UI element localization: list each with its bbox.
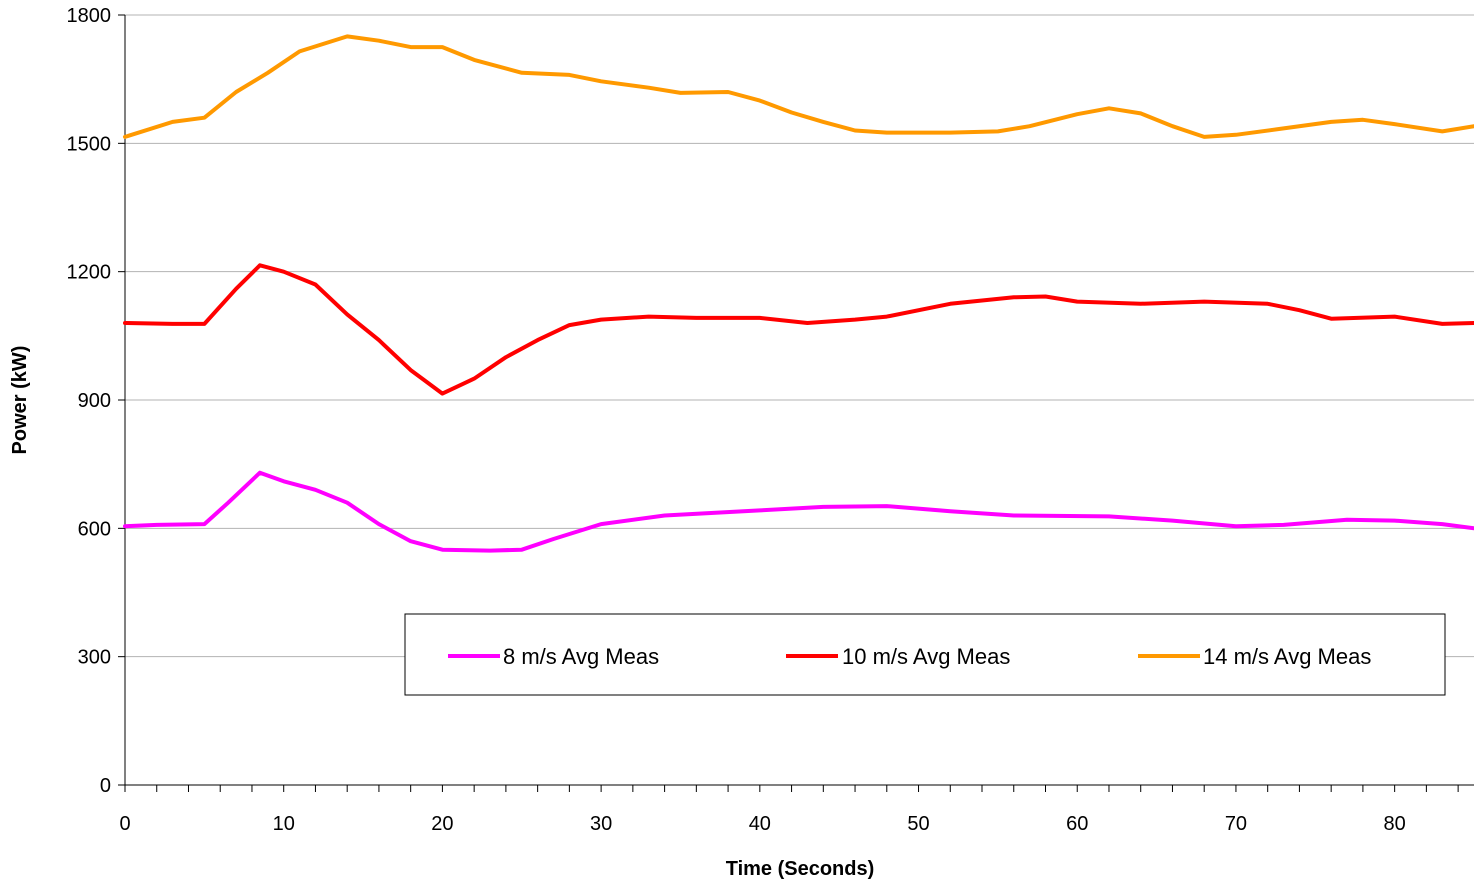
axes <box>118 14 1474 792</box>
y-tick-label-900: 900 <box>78 390 111 412</box>
y-tick-label-1500: 1500 <box>67 133 112 155</box>
x-tick-labels: 0 10 20 30 40 50 60 70 80 <box>119 813 1405 835</box>
x-tick-label-40: 40 <box>749 813 771 835</box>
y-axis-title: Power (kW) <box>9 346 31 455</box>
series-lines <box>123 34 1474 553</box>
x-tick-label-20: 20 <box>431 813 453 835</box>
y-tick-label-1200: 1200 <box>67 262 112 284</box>
x-tick-label-10: 10 <box>273 813 295 835</box>
x-tick-label-30: 30 <box>590 813 612 835</box>
x-tick-label-50: 50 <box>907 813 929 835</box>
legend-label-10ms: 10 m/s Avg Meas <box>842 644 1010 669</box>
y-tick-label-600: 600 <box>78 518 111 540</box>
y-tick-label-300: 300 <box>78 647 111 669</box>
legend: 8 m/s Avg Meas 10 m/s Avg Meas 14 m/s Av… <box>404 613 1446 696</box>
legend-box <box>404 613 1446 696</box>
series-line-2 <box>123 34 1474 139</box>
series-line-1 <box>123 263 1474 396</box>
x-axis-title: Time (Seconds) <box>726 858 875 880</box>
x-tick-label-70: 70 <box>1225 813 1247 835</box>
y-tick-labels: 0 300 600 900 1200 1500 1800 <box>67 5 112 797</box>
legend-label-14ms: 14 m/s Avg Meas <box>1203 644 1371 669</box>
y-tick-label-1800: 1800 <box>67 5 112 27</box>
x-tick-label-60: 60 <box>1066 813 1088 835</box>
legend-label-8ms: 8 m/s Avg Meas <box>503 644 659 669</box>
y-tick-label-0: 0 <box>100 775 111 797</box>
series-line-0 <box>123 470 1474 553</box>
x-tick-label-0: 0 <box>119 813 130 835</box>
gridlines <box>125 14 1474 658</box>
x-tick-label-80: 80 <box>1384 813 1406 835</box>
